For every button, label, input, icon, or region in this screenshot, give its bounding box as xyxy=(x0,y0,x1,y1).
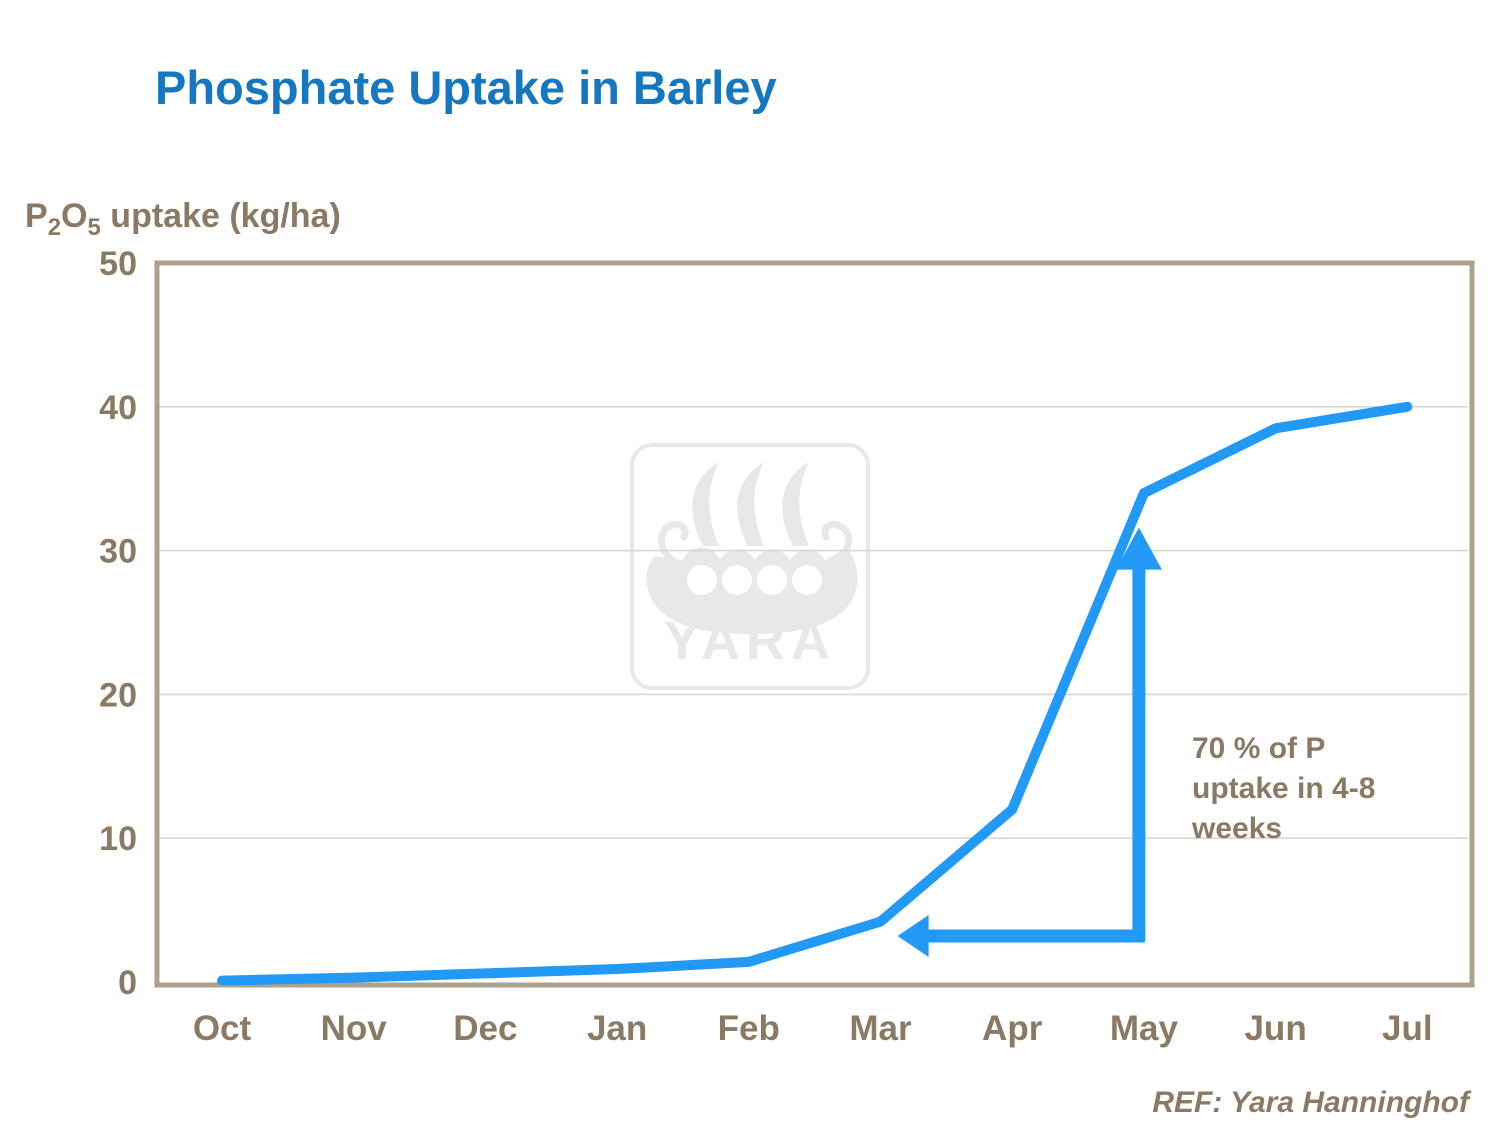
yara-watermark-frame xyxy=(630,443,870,690)
annotation-line: 70 % of P xyxy=(1192,732,1326,765)
annotation-line: weeks xyxy=(1192,812,1283,845)
yara-ship-sail-icon xyxy=(782,462,809,546)
reference-text: REF: Yara Hanninghof xyxy=(1152,1086,1469,1119)
plot-frame xyxy=(154,260,1475,988)
y-tick-label: 30 xyxy=(99,533,137,571)
y-axis-title-text: uptake (kg/ha) xyxy=(100,197,341,235)
yara-ship-shield-icon xyxy=(722,565,752,595)
yara-ship-prow-curl-icon xyxy=(657,520,689,564)
x-tick-label-jun: Jun xyxy=(1244,1009,1306,1048)
annotation-line: uptake in 4-8 xyxy=(1192,772,1376,805)
yara-ship-sail-icon xyxy=(692,462,719,546)
y-axis-title-text: P xyxy=(25,197,48,235)
y-axis-title-subscript: 5 xyxy=(87,213,101,241)
vertical-arrow-head-icon xyxy=(1115,527,1162,570)
yara-ship-sail-icon xyxy=(737,462,764,546)
y-axis-title-subscript: 2 xyxy=(47,213,62,241)
x-tick-label-mar: Mar xyxy=(849,1009,912,1048)
left-arrow-head-icon xyxy=(897,914,929,957)
y-axis-title: P2O5 uptake (kg/ha) xyxy=(25,197,341,242)
y-axis-title-text: O xyxy=(61,197,88,235)
x-tick-label-apr: Apr xyxy=(982,1009,1043,1048)
x-tick-label-nov: Nov xyxy=(321,1009,388,1048)
y-tick-label: 10 xyxy=(99,820,137,858)
x-tick-label-jan: Jan xyxy=(587,1009,647,1048)
x-tick-label-dec: Dec xyxy=(453,1009,517,1048)
y-tick-label: 0 xyxy=(118,964,137,1002)
uptake-curve xyxy=(217,401,1413,986)
yara-ship-shield-icon xyxy=(792,565,822,595)
x-tick-label-jul: Jul xyxy=(1382,1009,1433,1048)
yara-ship-shield-icon xyxy=(687,565,717,595)
y-tick-label: 20 xyxy=(99,676,137,714)
x-tick-label-may: May xyxy=(1110,1009,1179,1048)
yara-ship-shield-icon xyxy=(757,565,787,595)
x-tick-label-feb: Feb xyxy=(718,1009,780,1048)
yara-ship-prow-curl-icon xyxy=(821,520,853,564)
y-tick-label: 40 xyxy=(99,389,137,427)
yara-watermark-text: YARA xyxy=(664,611,836,671)
annotation-70-percent: 70 % of P uptake in 4-8 weeks xyxy=(1192,729,1452,849)
chart-title: Phosphate Uptake in Barley xyxy=(155,61,777,114)
x-tick-label-oct: Oct xyxy=(193,1009,252,1048)
y-tick-label: 50 xyxy=(99,245,137,283)
